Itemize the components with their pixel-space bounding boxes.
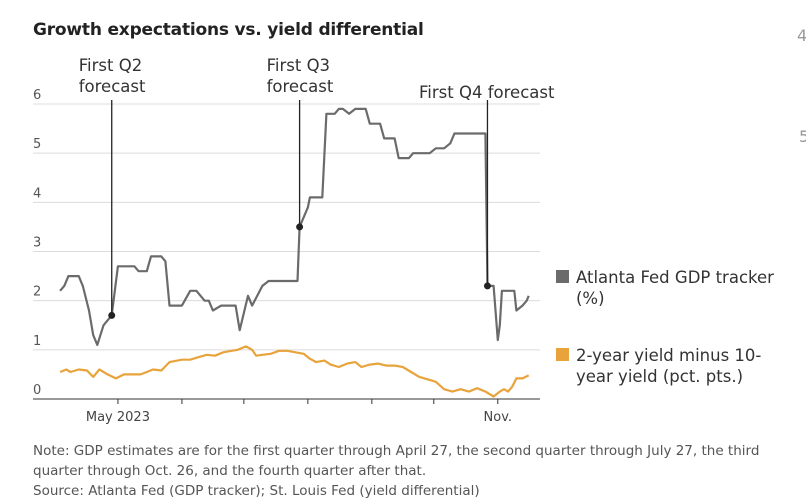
x-tick-label: May 2023: [86, 410, 150, 425]
annotation-label: First Q4 forecast: [419, 83, 555, 102]
legend-label-1: year yield (pct. pts.): [576, 367, 743, 386]
series-line-0: [59, 107, 530, 346]
axes: 0 1 2 3 4 5 6 May 2023 Nov.: [33, 88, 540, 425]
legend: Atlanta Fed GDP tracker (%) 2-year yield m…: [556, 268, 774, 386]
chart-source: Source: Atlanta Fed (GDP tracker); St. L…: [33, 483, 480, 499]
y-tick-label: 3: [33, 236, 41, 251]
y-tick-label: 0: [33, 383, 41, 398]
annotation-label: First Q3: [267, 56, 330, 75]
y-tick-label: 2: [33, 285, 41, 300]
legend-swatch-0: [556, 270, 569, 283]
series-line-1: [59, 345, 530, 398]
annotation-dot: [296, 223, 304, 231]
annotation-label: forecast: [79, 77, 146, 96]
x-tick-label: Nov.: [484, 410, 513, 425]
edge-glyph-top: 4: [797, 26, 806, 45]
legend-label-1: 2-year yield minus 10-: [576, 346, 761, 365]
legend-label-0: Atlanta Fed GDP tracker: [576, 268, 774, 287]
series-lines: [59, 107, 530, 398]
y-tick-label: 5: [33, 137, 41, 152]
chart-title: Growth expectations vs. yield differenti…: [33, 20, 424, 40]
gridlines: [33, 103, 540, 351]
y-tick-label: 1: [33, 334, 41, 349]
annotation-dot: [108, 311, 116, 319]
forecast-annotations: First Q2 forecast First Q3 forecast First Q4…: [79, 56, 555, 319]
annotation-dot: [483, 282, 491, 290]
legend-label-0: (%): [576, 289, 605, 308]
y-tick-label: 4: [33, 186, 41, 201]
y-tick-label: 6: [33, 88, 41, 103]
annotation-label: First Q2: [79, 56, 142, 75]
annotation-label: forecast: [267, 77, 334, 96]
legend-swatch-1: [556, 348, 569, 361]
chart-note: Note: GDP estimates are for the first qu…: [33, 443, 760, 479]
edge-glyph-bottom: 5: [799, 127, 806, 146]
